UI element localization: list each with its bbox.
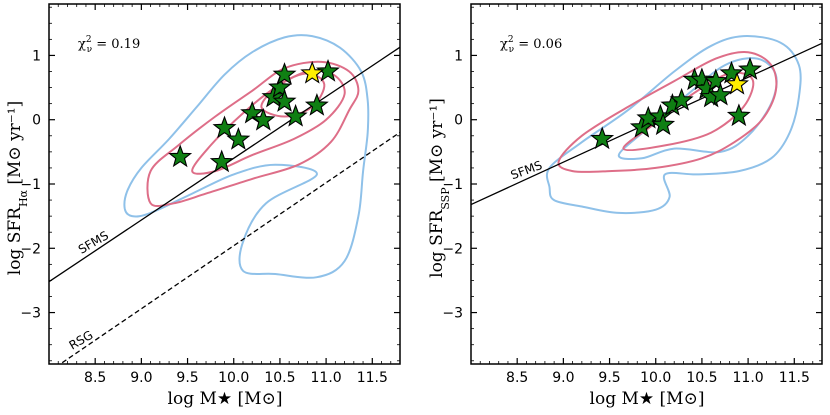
yellow-star-point: [725, 71, 749, 95]
y-tick-label: −1: [20, 177, 41, 193]
green-star-point: [251, 107, 276, 131]
green-star-point: [226, 127, 251, 150]
green-star-point: [212, 115, 237, 139]
green-star-point: [272, 62, 297, 85]
x-tick-label: 11.0: [733, 370, 764, 386]
green-star-point: [168, 144, 193, 168]
green-star-point: [690, 67, 714, 91]
x-tick-label: 10.5: [264, 370, 295, 386]
y-tick-label: −3: [442, 306, 463, 322]
green-star-point: [726, 103, 751, 127]
right-x-axis-label: log M★ [M⊙]: [590, 389, 705, 409]
plot-content: [471, 35, 822, 215]
red-contour: [557, 50, 778, 174]
green-star-point: [590, 126, 615, 150]
green-star-point: [669, 87, 694, 111]
left-y-axis-label: log SFRHα [M⊙ yr⁻¹]: [5, 101, 30, 275]
y-tick-label: −1: [442, 177, 463, 193]
x-tick-label: 8.5: [506, 370, 528, 386]
x-tick-label: 9.0: [130, 370, 152, 386]
right-y-axis-label: log SFRSSP [M⊙ yr⁻¹]: [427, 98, 452, 278]
rsg-label: RSG: [67, 328, 96, 353]
green-star-point: [708, 82, 733, 106]
plot-frame: [470, 3, 823, 365]
x-tick-label: 9.5: [598, 370, 620, 386]
green-star-point: [738, 57, 762, 80]
x-tick-label: 10.5: [686, 370, 717, 386]
panel-left: log SFRHα [M⊙ yr⁻¹] log M★ [M⊙] χ2 ν = 0.…: [5, 35, 282, 409]
left-x-axis-label: log M★ [M⊙]: [168, 389, 283, 409]
plot-frame: [48, 3, 401, 365]
left-chi-label: χ2 ν = 0.19: [78, 35, 140, 55]
blue-contour: [123, 34, 370, 279]
green-star-point: [209, 149, 234, 173]
plot-content: [49, 34, 400, 364]
y-tick-label: −2: [442, 241, 463, 257]
panel-right: log SFRSSP [M⊙ yr⁻¹] log M★ [M⊙] χ2 ν = 0…: [427, 35, 704, 409]
blue-contour: [545, 35, 802, 215]
green-star-point: [315, 58, 340, 82]
x-tick-label: 10.0: [218, 370, 249, 386]
green-star-point: [304, 93, 329, 116]
x-tick-label: 8.5: [84, 370, 106, 386]
x-tick-label: 9.5: [176, 370, 198, 386]
green-star-point: [703, 68, 728, 92]
green-star-point: [719, 60, 744, 84]
x-tick-label: 11.5: [779, 370, 810, 386]
x-tick-label: 11.5: [357, 370, 388, 386]
y-tick-label: 0: [32, 113, 41, 129]
y-tick-label: 1: [454, 48, 463, 64]
red-contour: [146, 60, 360, 208]
y-tick-label: 0: [454, 113, 463, 129]
yellow-star-point: [300, 60, 325, 84]
red-contour: [191, 69, 346, 175]
green-star-point: [283, 103, 308, 127]
y-tick-label: −3: [20, 306, 41, 322]
green-star-point: [272, 89, 297, 112]
green-star-point: [651, 112, 676, 136]
x-tick-label: 9.0: [552, 370, 574, 386]
right-chi-label: χ2 ν = 0.06: [500, 35, 562, 55]
green-star-point: [268, 75, 292, 98]
y-tick-label: 1: [32, 48, 41, 64]
y-tick-label: −2: [20, 241, 41, 257]
x-tick-label: 10.0: [640, 370, 671, 386]
green-star-point: [240, 100, 265, 124]
rsg-line: [59, 131, 400, 364]
x-tick-label: 11.0: [311, 370, 342, 386]
